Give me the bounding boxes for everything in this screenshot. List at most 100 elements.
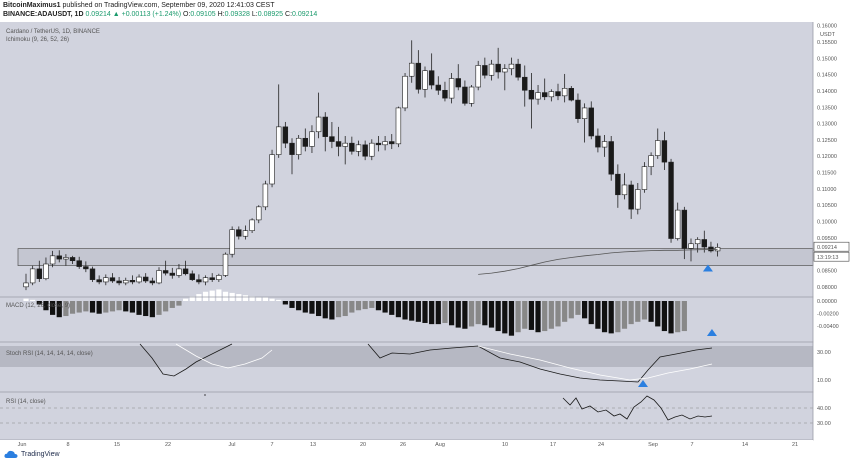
- candle: [289, 138, 295, 175]
- bear-candle-body: [362, 144, 368, 157]
- macd-label: MACD (12, 26, close, 9): [6, 303, 70, 309]
- macd-bar: [69, 301, 76, 314]
- bull-candle-body: [621, 184, 628, 196]
- candle: [329, 121, 335, 149]
- macd-bar: [216, 289, 222, 301]
- candle: [541, 78, 548, 101]
- ohlc-high: 0.09328: [224, 11, 250, 18]
- macd-bar: [675, 301, 681, 333]
- candle: [315, 92, 322, 139]
- ohlc-open-label: O:: [182, 11, 191, 18]
- candle: [43, 257, 49, 281]
- bear-candle-body: [522, 76, 528, 91]
- bear-candle-body: [415, 62, 422, 90]
- price-pane: [17, 40, 814, 291]
- x-tick-label: 15: [114, 442, 120, 447]
- candle: [575, 93, 581, 123]
- bear-candle-body: [455, 78, 461, 88]
- candle: [601, 135, 608, 157]
- macd-bar: [515, 301, 521, 333]
- published-text: published on TradingView.com, September …: [62, 2, 275, 9]
- bull-candle-body: [395, 107, 402, 145]
- candle: [322, 112, 328, 152]
- bear-candle-body: [76, 260, 82, 267]
- bear-candle-body: [129, 280, 136, 283]
- bear-candle-body: [182, 268, 189, 275]
- bull-candle-body: [422, 70, 428, 90]
- y-tick-label: 0.12000: [817, 154, 837, 160]
- stoch-d-line: [477, 345, 713, 381]
- bull-candle-body: [49, 255, 56, 265]
- bear-candle-body: [615, 173, 621, 196]
- candle: [136, 274, 142, 284]
- stoch-tick-label: 10.00: [817, 378, 831, 384]
- tradingview-logo[interactable]: TradingView: [4, 450, 60, 459]
- macd-bar: [422, 301, 428, 323]
- candle: [428, 53, 435, 90]
- last-price: 0.09214: [85, 11, 111, 18]
- ohlc-open: 0.09105: [190, 11, 216, 18]
- macd-bar: [349, 301, 355, 313]
- candle: [535, 85, 541, 105]
- bear-candle-body: [595, 135, 601, 148]
- macd-bar: [202, 291, 209, 301]
- macd-bar: [296, 301, 302, 311]
- moving-average-line: [478, 248, 718, 275]
- candle: [76, 256, 82, 269]
- symbol-name[interactable]: BINANCE:ADAUSDT, 1D: [3, 11, 84, 18]
- macd-bar: [103, 301, 109, 313]
- chart-area[interactable]: 0.16000 0.15500 0.15000 0.14500 0.14000 0.135…: [0, 22, 850, 447]
- macd-bar: [276, 299, 282, 301]
- candle: [408, 40, 415, 83]
- x-tick-label: 13: [310, 442, 316, 447]
- candle: [116, 277, 122, 286]
- bear-candle-body: [289, 142, 295, 155]
- candle: [462, 80, 468, 106]
- candle: [468, 85, 475, 107]
- bear-candle-body: [588, 107, 594, 137]
- macd-bar: [143, 301, 149, 317]
- macd-bar: [628, 301, 634, 325]
- candle: [581, 103, 588, 143]
- macd-bar: [369, 301, 375, 308]
- bear-candle-body: [442, 89, 448, 99]
- candle: [389, 134, 395, 150]
- macd-bar: [36, 301, 42, 305]
- bull-candle-body: [488, 63, 495, 76]
- candle: [202, 275, 209, 286]
- macd-bar: [621, 301, 628, 329]
- candle: [149, 277, 156, 286]
- tradingview-cloud-icon: [4, 450, 18, 458]
- macd-bar: [183, 298, 189, 301]
- bull-candle-body: [635, 189, 641, 210]
- macd-bar: [575, 301, 581, 315]
- bear-candle-body: [329, 136, 335, 142]
- macd-bar: [335, 301, 342, 318]
- candle: [522, 65, 528, 107]
- candle: [103, 274, 109, 286]
- candle: [129, 275, 136, 285]
- bear-candle-body: [482, 65, 488, 76]
- candle: [402, 72, 408, 112]
- macd-bar: [355, 301, 362, 311]
- candle: [216, 273, 222, 282]
- macd-bar: [43, 301, 49, 311]
- macd-bar: [256, 297, 262, 301]
- candle: [488, 59, 495, 81]
- candle: [435, 76, 441, 95]
- bull-candle-body: [502, 68, 508, 73]
- bear-candle-body: [575, 99, 581, 119]
- bull-candle-body: [249, 219, 255, 231]
- macd-bar: [129, 301, 135, 313]
- macd-bar: [415, 301, 421, 322]
- macd-tick-label: 0.00000: [817, 299, 837, 305]
- macd-bar: [475, 301, 481, 325]
- candle: [196, 274, 202, 285]
- candle: [335, 126, 342, 157]
- bull-candle-body: [655, 140, 661, 156]
- bear-candle-body: [515, 63, 521, 78]
- macd-bar: [89, 301, 96, 313]
- publisher-name[interactable]: BitcoinMaximus1: [3, 2, 61, 9]
- candle: [515, 58, 521, 81]
- macd-bar: [136, 301, 142, 315]
